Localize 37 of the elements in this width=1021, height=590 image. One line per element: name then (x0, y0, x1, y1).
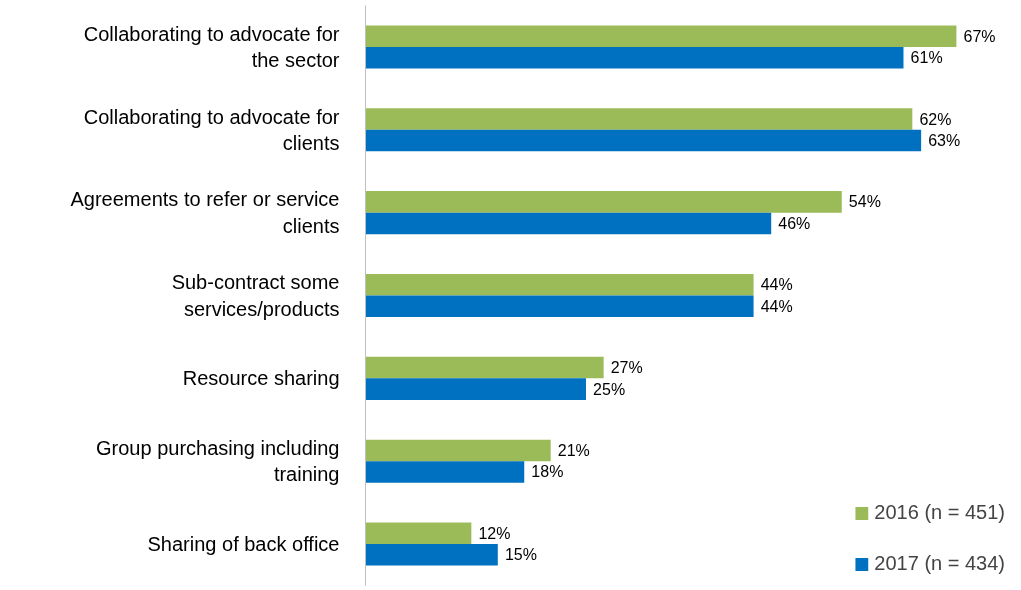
y-tick-label: Sub-contract some services/products (171, 271, 340, 320)
bar (365, 544, 498, 566)
data-label: 21% (557, 441, 590, 459)
bar (365, 191, 842, 213)
bar (365, 46, 904, 69)
legend-label: 2017 (n = 434) (874, 552, 1005, 575)
y-tick-label: Collaborating to advocate for the sector (83, 22, 340, 72)
bar (365, 25, 957, 47)
data-label: 61% (910, 49, 943, 67)
data-label: 44% (760, 276, 793, 294)
data-label: 62% (919, 110, 952, 128)
y-tick-label: Group purchasing including training (96, 437, 340, 486)
data-label: 27% (610, 359, 643, 377)
y-tick-label: Agreements to refer or service clients (70, 188, 340, 237)
data-label: 54% (848, 193, 881, 211)
bar (365, 129, 922, 152)
data-label: 12% (478, 524, 511, 542)
data-label: 63% (928, 132, 961, 150)
data-label: 67% (963, 27, 996, 45)
bar (365, 295, 754, 318)
y-tick-label: Resource sharing (182, 367, 340, 390)
y-tick-label: Collaborating to advocate for clients (83, 105, 340, 154)
bar (365, 378, 586, 400)
legend-label: 2016 (n = 451) (874, 501, 1005, 524)
bar (365, 108, 913, 130)
data-label: 46% (778, 214, 811, 232)
data-label: 44% (760, 297, 793, 315)
bar (365, 461, 525, 483)
bar (365, 212, 772, 235)
data-label: 15% (504, 546, 537, 564)
bar (365, 356, 604, 379)
bar (365, 439, 551, 462)
data-label: 18% (531, 463, 564, 481)
data-label: 25% (593, 380, 626, 398)
y-tick-label: Sharing of back office (147, 533, 340, 556)
bar (365, 522, 472, 545)
bar (365, 273, 754, 296)
